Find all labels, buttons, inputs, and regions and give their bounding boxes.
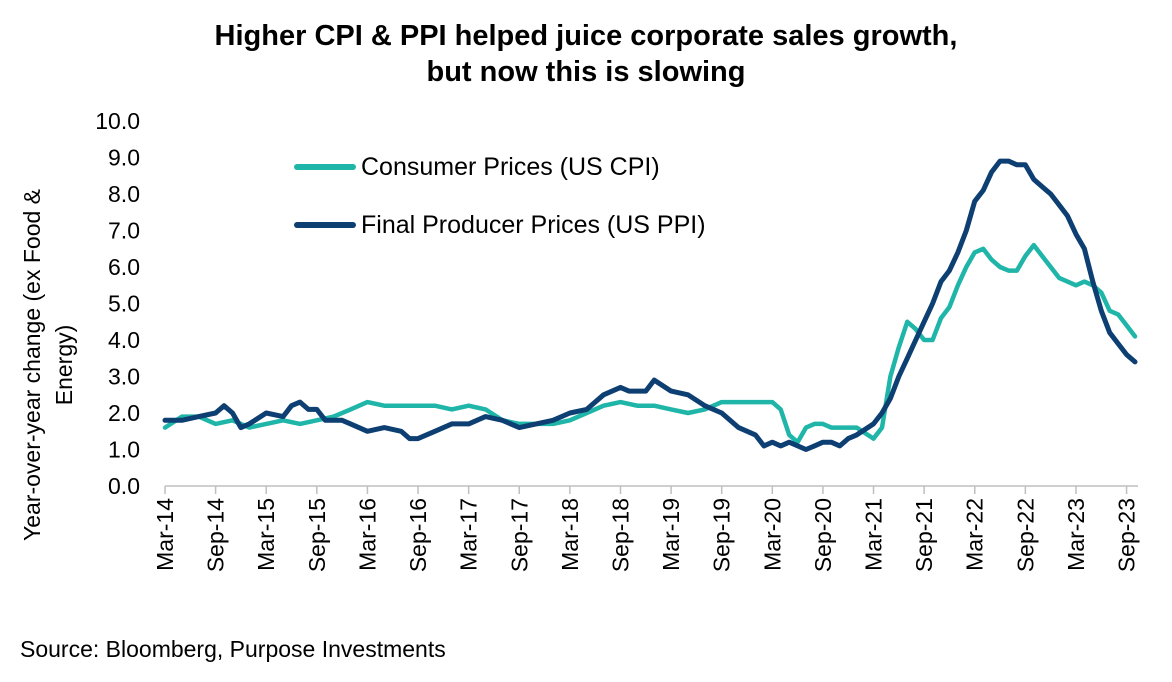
x-tick-label: Sep-19 bbox=[709, 498, 735, 572]
x-tick-label: Mar-14 bbox=[152, 498, 178, 571]
y-axis-title: Year-over-year change (ex Food & Energy) bbox=[19, 189, 77, 541]
x-tick-label: Mar-21 bbox=[861, 498, 887, 571]
x-tick-label: Sep-23 bbox=[1114, 498, 1140, 572]
x-tick-label: Sep-22 bbox=[1012, 498, 1038, 572]
y-tick-label: 5.0 bbox=[108, 291, 140, 317]
series-layer bbox=[162, 158, 1138, 452]
x-tick-label: Mar-17 bbox=[456, 498, 482, 571]
series-line-cpi bbox=[162, 242, 1138, 445]
x-tick-label: Sep-14 bbox=[203, 498, 229, 572]
legend-label-cpi: Consumer Prices (US CPI) bbox=[361, 153, 660, 181]
legend-label-ppi: Final Producer Prices (US PPI) bbox=[361, 211, 706, 239]
y-tick-label: 3.0 bbox=[108, 364, 140, 390]
x-tick-label: Sep-18 bbox=[607, 498, 633, 572]
y-axis-title-line-2: Energy) bbox=[51, 325, 77, 406]
y-tick-label: 2.0 bbox=[108, 400, 140, 426]
y-tick-label: 1.0 bbox=[108, 437, 140, 463]
series-line-ppi bbox=[162, 158, 1138, 452]
x-tick-label: Sep-15 bbox=[304, 498, 330, 572]
y-tick-label: 9.0 bbox=[108, 145, 140, 171]
x-tick-label: Sep-16 bbox=[405, 498, 431, 572]
x-tick-label: Sep-20 bbox=[810, 498, 836, 572]
y-tick-label: 10.0 bbox=[95, 108, 140, 134]
x-tick-label: Sep-21 bbox=[911, 498, 937, 572]
legend: Consumer Prices (US CPI) Final Producer P… bbox=[294, 153, 706, 239]
x-tick-label: Mar-23 bbox=[1063, 498, 1089, 571]
x-tick-label: Mar-18 bbox=[557, 498, 583, 571]
chart-title-line-1: Higher CPI & PPI helped juice corporate … bbox=[214, 20, 958, 52]
x-tick-label: Sep-17 bbox=[506, 498, 532, 572]
source-note: Source: Bloomberg, Purpose Investments bbox=[20, 636, 446, 662]
y-tick-label: 0.0 bbox=[108, 473, 140, 499]
x-tick-label: Mar-22 bbox=[962, 498, 988, 571]
y-tick-label: 8.0 bbox=[108, 181, 140, 207]
y-tick-label: 4.0 bbox=[108, 327, 140, 353]
y-tick-label: 6.0 bbox=[108, 254, 140, 280]
x-tick-label: Mar-16 bbox=[354, 498, 380, 571]
y-axis-ticks: 0.0 1.0 2.0 3.0 4.0 5.0 6.0 7.0 8.0 9.0 10.0 bbox=[95, 108, 140, 499]
x-tick-label: Mar-15 bbox=[253, 498, 279, 571]
x-tick-label: Mar-20 bbox=[759, 498, 785, 571]
y-axis-title-line-1: Year-over-year change (ex Food & bbox=[19, 189, 45, 541]
y-tick-label: 7.0 bbox=[108, 218, 140, 244]
chart-title-line-2: but now this is slowing bbox=[426, 56, 746, 88]
x-tick-label: Mar-19 bbox=[658, 498, 684, 571]
x-axis-ticks: Mar-14 Sep-14 Mar-15 Sep-15 Mar-16 Sep-16 Mar-… bbox=[152, 486, 1140, 572]
chart-title: Higher CPI & PPI helped juice corporate … bbox=[0, 18, 1172, 90]
